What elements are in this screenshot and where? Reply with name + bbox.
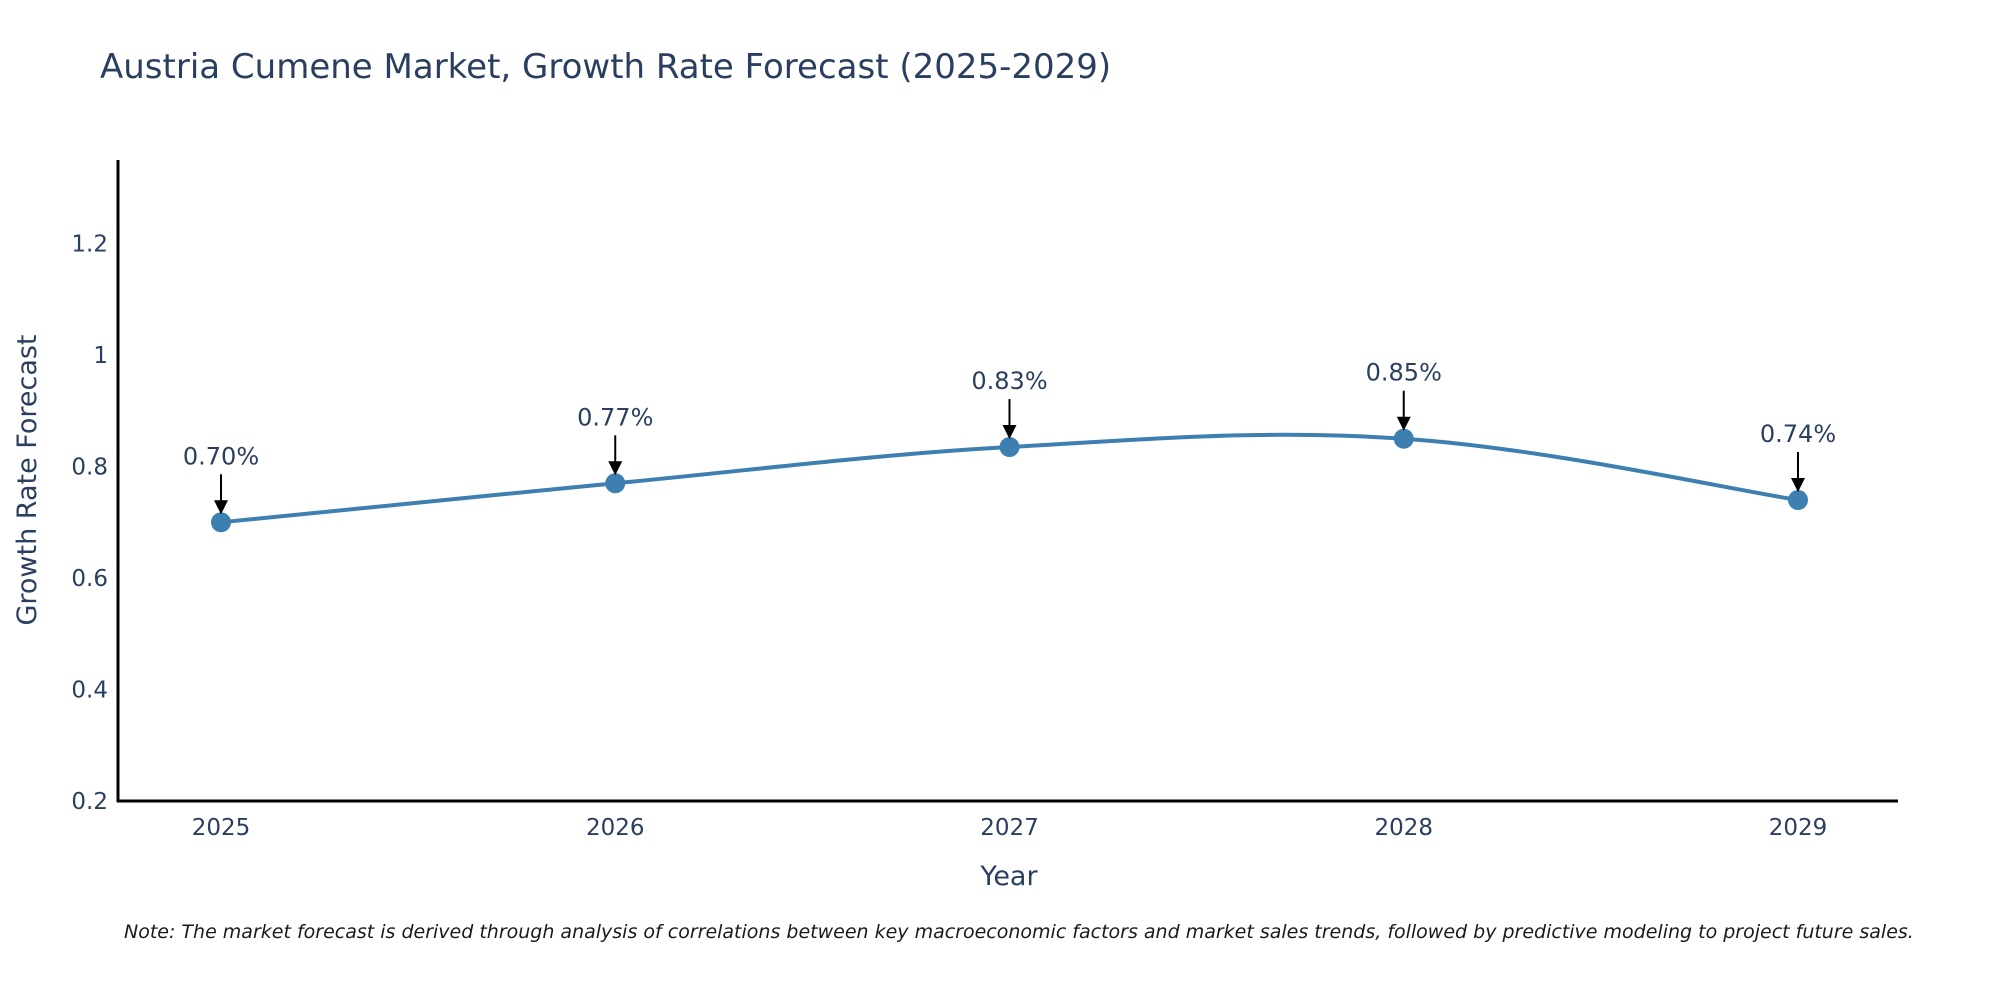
annotation-arrow-head: [1791, 478, 1805, 493]
x-tick-label: 2027: [980, 815, 1039, 841]
data-label: 0.70%: [183, 442, 259, 470]
y-axis-title: Growth Rate Forecast: [12, 334, 43, 625]
annotation-arrow: [214, 474, 228, 515]
chart-title: Austria Cumene Market, Growth Rate Forec…: [100, 47, 1111, 87]
x-axis: 2025 2026 2027 2028 2029: [117, 799, 1898, 841]
x-axis-title: Year: [979, 861, 1038, 892]
y-tick-label: 0.4: [71, 678, 108, 704]
data-label: 0.85%: [1366, 359, 1442, 387]
y-axis: 0.2 0.4 0.6 0.8 1 1.2: [71, 160, 120, 815]
annotation-arrow: [1791, 452, 1805, 493]
y-tick-label: 0.8: [71, 455, 108, 481]
y-tick-label: 1: [93, 343, 108, 369]
y-tick-label: 0.6: [71, 566, 108, 592]
annotation-arrow-head: [214, 500, 228, 515]
y-tick-label: 1.2: [71, 232, 108, 258]
y-tick-label: 0.2: [71, 789, 108, 815]
x-tick-label: 2025: [192, 815, 251, 841]
data-label: 0.77%: [577, 403, 653, 431]
data-point[interactable]: [1788, 490, 1808, 511]
data-point[interactable]: [605, 473, 626, 494]
annotation-arrow: [1002, 399, 1017, 440]
series-growth-rate: [211, 428, 1808, 533]
data-label: 0.74%: [1760, 420, 1836, 448]
data-point[interactable]: [1393, 428, 1414, 449]
annotation-arrow-head: [1002, 425, 1017, 440]
annotation-arrow: [1396, 390, 1411, 431]
footnote: Note: The market forecast is derived thr…: [124, 921, 1914, 943]
x-tick-label: 2029: [1769, 815, 1828, 841]
data-labels: 0.70% 0.77% 0.83% 0.85% 0.74%: [183, 359, 1836, 515]
data-point[interactable]: [999, 437, 1020, 458]
annotation-arrow-head: [608, 461, 623, 476]
x-tick-label: 2028: [1374, 815, 1433, 841]
annotation-arrow: [608, 435, 623, 476]
x-tick-label: 2026: [586, 815, 645, 841]
data-point[interactable]: [211, 512, 231, 533]
data-label: 0.83%: [971, 367, 1047, 395]
annotation-arrow-head: [1396, 416, 1411, 431]
